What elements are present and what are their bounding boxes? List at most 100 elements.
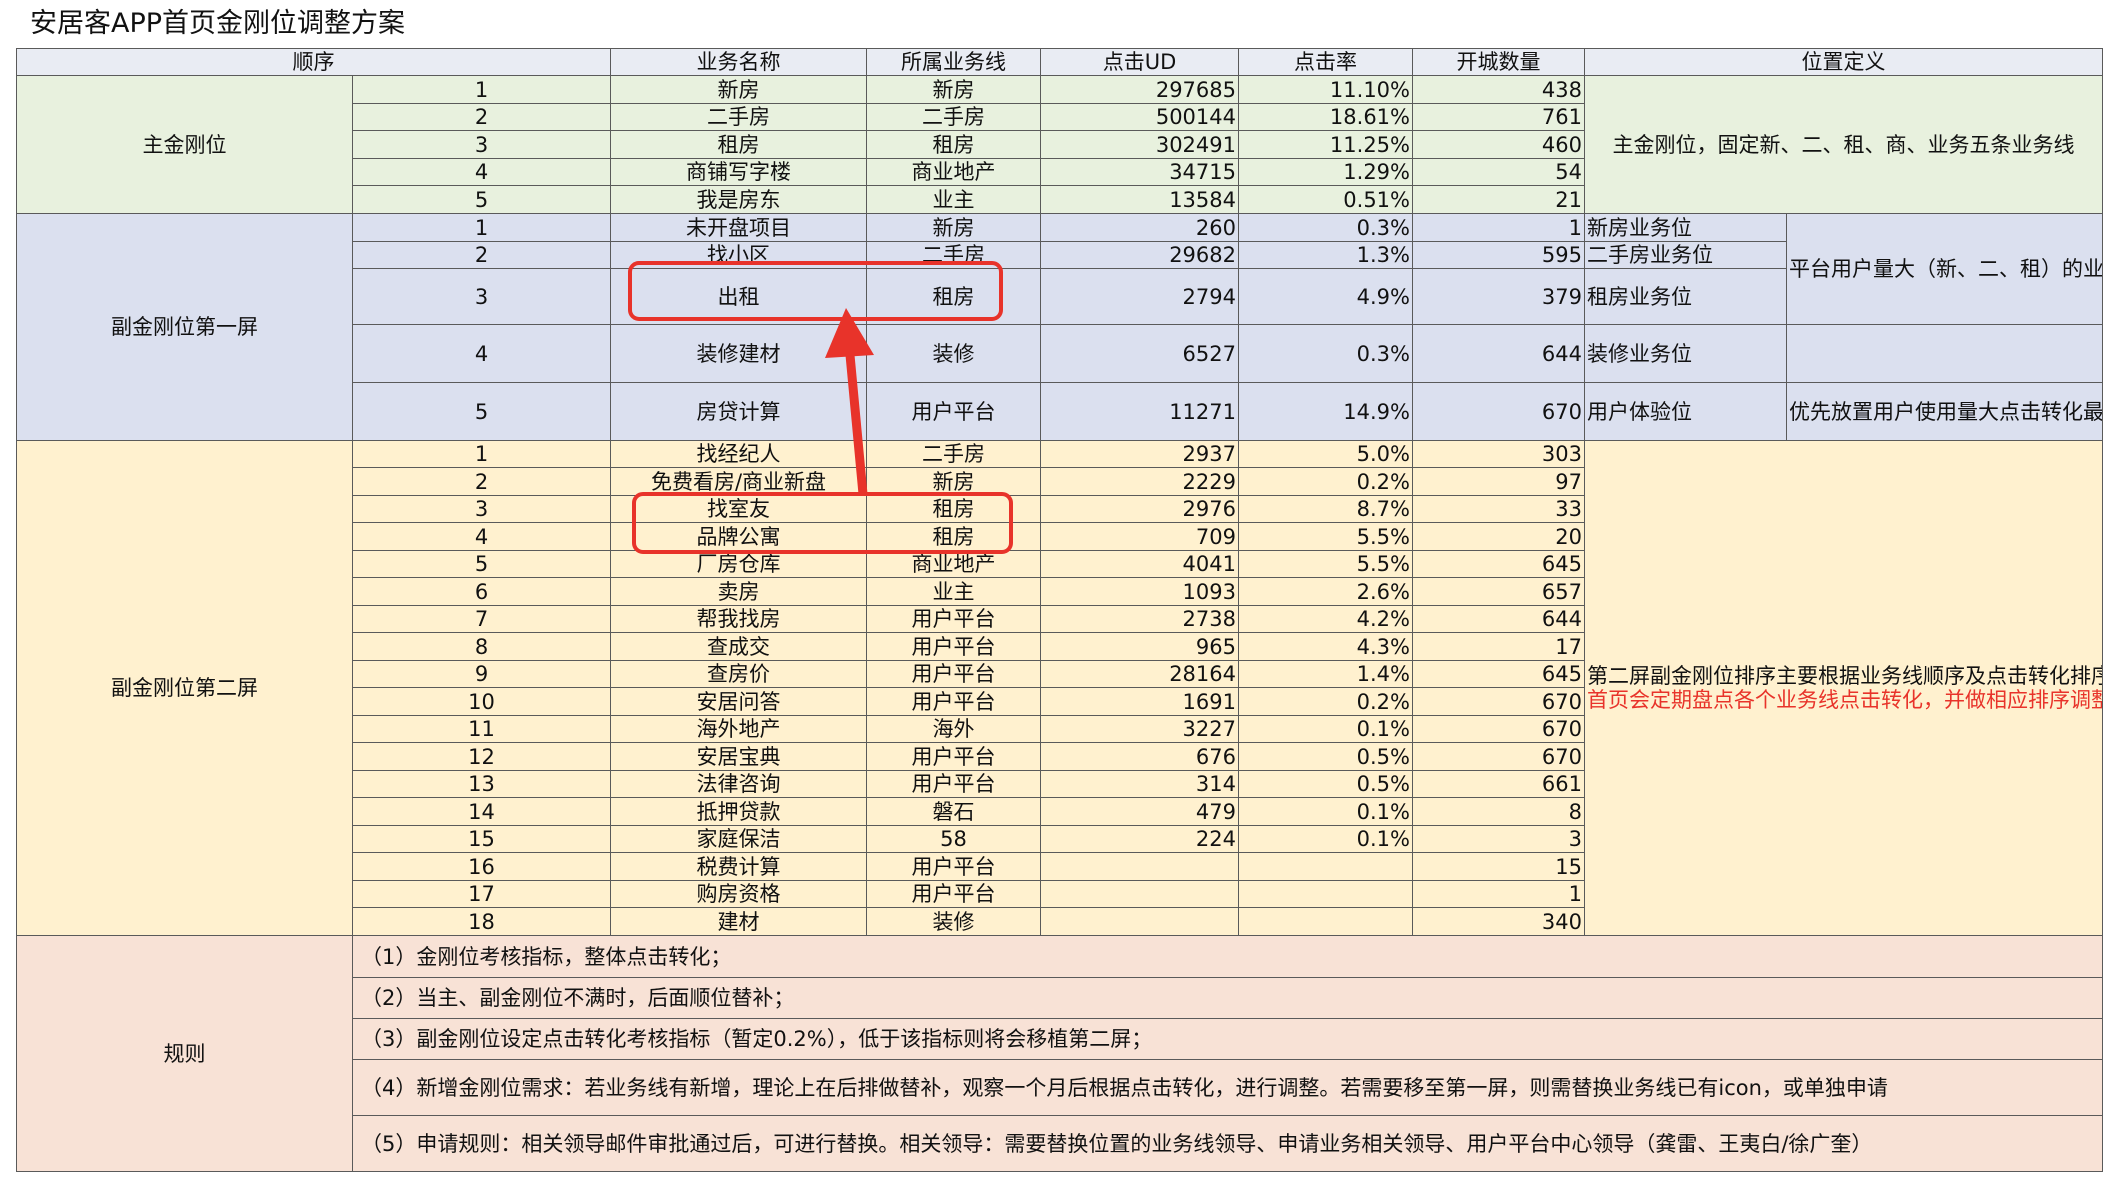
group-label-sub2: 副金刚位第二屏 bbox=[16, 440, 353, 936]
sub1-note-usage: 优先放置用户使用量大点击转化最好的功能 bbox=[1786, 382, 2103, 441]
cell-name: 帮我找房 bbox=[610, 605, 867, 633]
cell-ctr: 5.5% bbox=[1238, 522, 1413, 551]
cell-order: 10 bbox=[352, 687, 611, 716]
cell-name: 出租 bbox=[610, 268, 867, 325]
cell-ctr: 11.10% bbox=[1238, 75, 1413, 104]
cell-line: 新房 bbox=[866, 467, 1041, 496]
definition-sub2-red-text: 首页会定期盘点各个业务线点击转化，并做相应排序调整。 bbox=[1587, 688, 2103, 712]
cell-ctr: 0.1% bbox=[1238, 797, 1413, 826]
cell-line: 用户平台 bbox=[866, 852, 1041, 881]
header-row: 顺序 业务名称 所属业务线 点击UD 点击率 开城数量 位置定义 bbox=[16, 48, 2103, 76]
rule-row: （5）申请规则：相关领导邮件审批通过后，可进行替换。相关领导：需要替换位置的业务… bbox=[17, 1115, 2103, 1172]
table-row: 2 找小区 二手房 29682 1.3% 595 二手房业务位 bbox=[17, 241, 2103, 269]
header-ctr: 点击率 bbox=[1238, 48, 1413, 76]
cell-line: 海外 bbox=[866, 715, 1041, 743]
cell-line: 58 bbox=[866, 825, 1041, 853]
cell-order: 6 bbox=[352, 577, 611, 606]
cell-line: 新房 bbox=[866, 75, 1041, 104]
table-row: 15 家庭保洁 58 224 0.1% 3 bbox=[17, 825, 2103, 853]
cell-name: 查成交 bbox=[610, 632, 867, 661]
group-label-sub1: 副金刚位第一屏 bbox=[16, 213, 353, 441]
cell-line: 业主 bbox=[866, 185, 1041, 214]
sub1-note-empty bbox=[1786, 324, 2103, 383]
cell-order: 3 bbox=[352, 268, 611, 325]
header-cities: 开城数量 bbox=[1412, 48, 1585, 76]
cell-order: 3 bbox=[352, 130, 611, 159]
cell-order: 2 bbox=[352, 241, 611, 269]
cell-cities: 595 bbox=[1412, 241, 1585, 269]
cell-name: 新房 bbox=[610, 75, 867, 104]
cell-line: 用户平台 bbox=[866, 742, 1041, 771]
cell-name: 查房价 bbox=[610, 660, 867, 688]
cell-order: 9 bbox=[352, 660, 611, 688]
cell-ctr: 4.3% bbox=[1238, 632, 1413, 661]
table-row: 5 我是房东 业主 13584 0.51% 21 bbox=[17, 185, 2103, 214]
cell-ud: 6527 bbox=[1040, 324, 1239, 383]
definition-sub2: 第二屏副金刚位排序主要根据业务线顺序及点击转化排序。 首页会定期盘点各个业务线点… bbox=[1584, 440, 2103, 936]
cell-name: 建材 bbox=[610, 907, 867, 936]
cell-name: 找室友 bbox=[610, 495, 867, 523]
cell-ctr: 0.2% bbox=[1238, 467, 1413, 496]
cell-name: 安居问答 bbox=[610, 687, 867, 716]
cell-cities: 97 bbox=[1412, 467, 1585, 496]
cell-order: 1 bbox=[352, 75, 611, 104]
cell-ud: 2794 bbox=[1040, 268, 1239, 325]
cell-ud: 500144 bbox=[1040, 103, 1239, 131]
cell-line: 用户平台 bbox=[866, 605, 1041, 633]
table-row: 9 查房价 用户平台 28164 1.4% 645 bbox=[17, 660, 2103, 688]
cell-line: 业主 bbox=[866, 577, 1041, 606]
cell-cities: 645 bbox=[1412, 660, 1585, 688]
cell-ctr: 11.25% bbox=[1238, 130, 1413, 159]
cell-ud: 297685 bbox=[1040, 75, 1239, 104]
cell-name: 我是房东 bbox=[610, 185, 867, 214]
table-row: 5 房贷计算 用户平台 11271 14.9% 670 用户体验位 优先放置用户… bbox=[17, 382, 2103, 441]
cell-ud: 2937 bbox=[1040, 440, 1239, 468]
cell-position: 二手房业务位 bbox=[1584, 241, 1787, 269]
cell-ctr bbox=[1238, 907, 1413, 936]
cell-line: 租房 bbox=[866, 522, 1041, 551]
cell-name: 装修建材 bbox=[610, 324, 867, 383]
cell-ctr: 1.29% bbox=[1238, 158, 1413, 186]
cell-line: 装修 bbox=[866, 907, 1041, 936]
cell-cities: 460 bbox=[1412, 130, 1585, 159]
cell-line: 磐石 bbox=[866, 797, 1041, 826]
cell-ctr: 14.9% bbox=[1238, 382, 1413, 441]
table-row: 11 海外地产 海外 3227 0.1% 670 bbox=[17, 715, 2103, 743]
header-ud: 点击UD bbox=[1040, 48, 1239, 76]
cell-order: 11 bbox=[352, 715, 611, 743]
rule-item: （3）副金刚位设定点击转化考核指标（暂定0.2%），低于该指标则将会移植第二屏； bbox=[352, 1018, 2103, 1060]
cell-line: 用户平台 bbox=[866, 687, 1041, 716]
cell-line: 二手房 bbox=[866, 440, 1041, 468]
table-row: 12 安居宝典 用户平台 676 0.5% 670 bbox=[17, 742, 2103, 771]
rule-row: （4）新增金刚位需求：若业务线有新增，理论上在后排做替补，观察一个月后根据点击转… bbox=[17, 1059, 2103, 1116]
cell-cities: 15 bbox=[1412, 852, 1585, 881]
cell-ctr: 0.3% bbox=[1238, 324, 1413, 383]
table-row: 18 建材 装修 340 bbox=[17, 907, 2103, 936]
cell-order: 4 bbox=[352, 324, 611, 383]
cell-cities: 661 bbox=[1412, 770, 1585, 798]
cell-position: 新房业务位 bbox=[1584, 213, 1787, 242]
table-row: 3 租房 租房 302491 11.25% 460 bbox=[17, 130, 2103, 159]
cell-order: 1 bbox=[352, 213, 611, 242]
cell-order: 5 bbox=[352, 185, 611, 214]
cell-cities: 1 bbox=[1412, 213, 1585, 242]
page-title: 安居客APP首页金刚位调整方案 bbox=[30, 8, 406, 39]
cell-ud: 260 bbox=[1040, 213, 1239, 242]
cell-ctr: 4.2% bbox=[1238, 605, 1413, 633]
group-label-main: 主金刚位 bbox=[16, 75, 353, 214]
cell-cities: 644 bbox=[1412, 605, 1585, 633]
rule-row: （3）副金刚位设定点击转化考核指标（暂定0.2%），低于该指标则将会移植第二屏； bbox=[17, 1018, 2103, 1060]
table-row: 17 购房资格 用户平台 1 bbox=[17, 880, 2103, 908]
cell-ud: 1093 bbox=[1040, 577, 1239, 606]
cell-order: 2 bbox=[352, 467, 611, 496]
definition-main: 主金刚位，固定新、二、租、商、业务五条业务线 bbox=[1584, 75, 2103, 214]
cell-order: 4 bbox=[352, 522, 611, 551]
rule-row: 规则 （1）金刚位考核指标，整体点击转化； bbox=[16, 935, 2103, 1172]
cell-cities: 761 bbox=[1412, 103, 1585, 131]
cell-ctr: 2.6% bbox=[1238, 577, 1413, 606]
cell-ctr: 0.51% bbox=[1238, 185, 1413, 214]
table-row: 副金刚位第一屏 1 未开盘项目 新房 260 0.3% 1 新房业务位 平台用户… bbox=[16, 213, 2103, 441]
cell-order: 13 bbox=[352, 770, 611, 798]
cell-ud: 34715 bbox=[1040, 158, 1239, 186]
rule-item: （1）金刚位考核指标，整体点击转化； bbox=[352, 935, 2103, 978]
